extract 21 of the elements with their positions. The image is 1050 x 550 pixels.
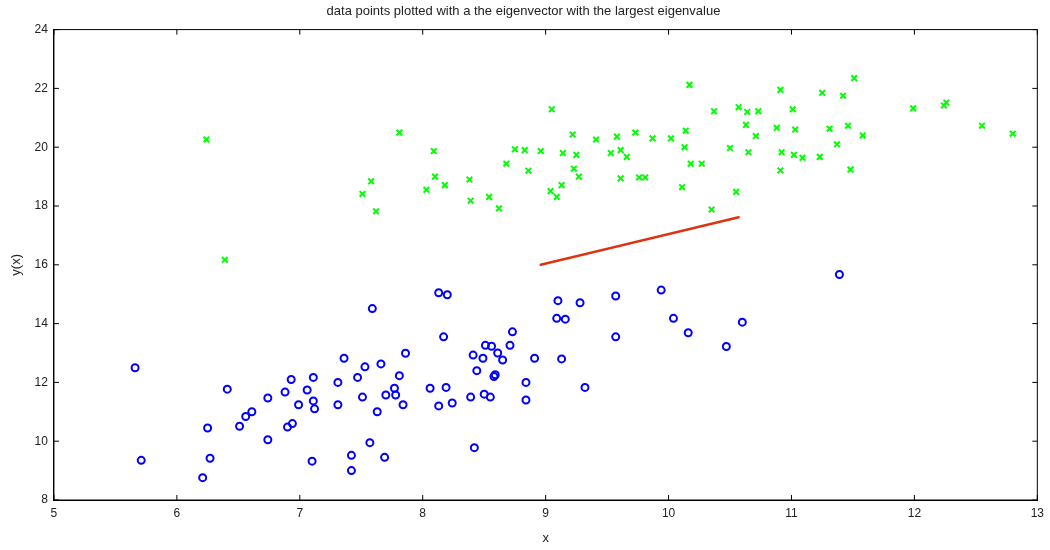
x-tick-label: 6 <box>173 505 181 520</box>
x-tick-label: 9 <box>542 505 550 520</box>
y-tick-label: 14 <box>34 315 49 330</box>
y-tick-label: 22 <box>34 80 49 95</box>
x-tick-label: 10 <box>661 505 676 520</box>
y-axis-title: y(x) <box>8 253 24 276</box>
y-tick-label: 8 <box>41 492 49 507</box>
chart-title: data points plotted with a the eigenvector with the largest eigenvalue <box>326 3 721 19</box>
y-tick-label: 12 <box>34 374 49 389</box>
x-tick-label: 8 <box>419 505 427 520</box>
x-tick-label: 12 <box>907 505 922 520</box>
x-tick-label: 5 <box>50 505 58 520</box>
x-axis-title: x <box>542 529 550 545</box>
x-tick-label: 13 <box>1030 505 1045 520</box>
x-tick-label: 7 <box>296 505 304 520</box>
y-tick-label: 18 <box>34 198 49 213</box>
y-tick-label: 16 <box>34 257 49 272</box>
x-tick-label: 11 <box>785 505 799 520</box>
y-tick-label: 10 <box>34 433 49 448</box>
y-tick-label: 20 <box>34 139 49 154</box>
y-tick-label: 24 <box>34 21 49 36</box>
